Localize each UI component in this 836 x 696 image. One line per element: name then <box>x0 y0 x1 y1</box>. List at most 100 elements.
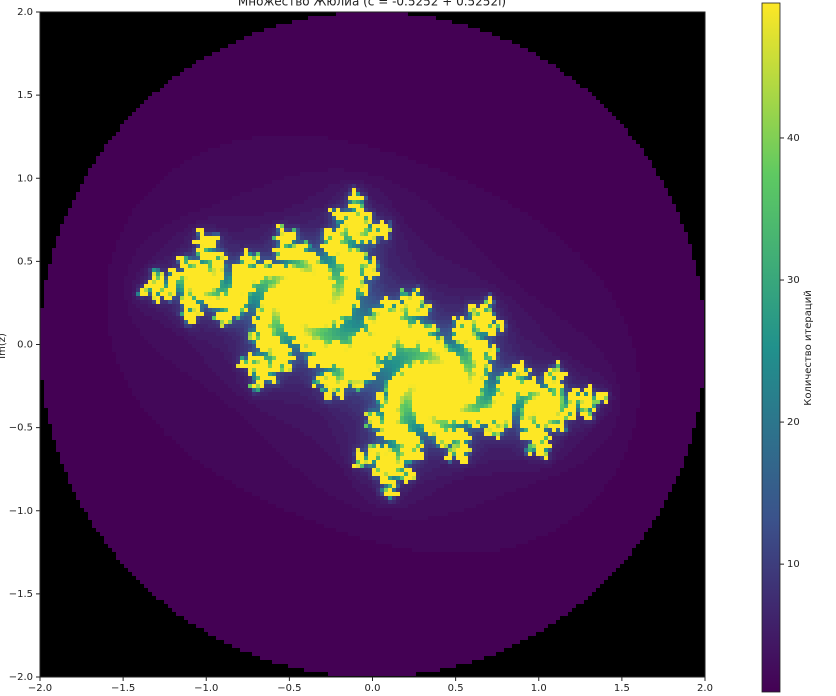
pixel <box>392 448 396 452</box>
pixel <box>344 500 368 504</box>
pixel <box>208 308 212 312</box>
pixel <box>444 440 452 444</box>
pixel <box>608 480 676 484</box>
pixel <box>152 416 244 420</box>
pixel <box>316 248 320 252</box>
pixel <box>156 272 160 276</box>
pixel <box>548 476 612 480</box>
pixel <box>312 240 316 244</box>
pixel <box>216 472 304 476</box>
pixel <box>404 372 468 376</box>
pixel <box>536 448 544 452</box>
pixel <box>280 452 328 456</box>
pixel <box>260 316 272 320</box>
pixel <box>512 316 532 320</box>
pixel <box>220 288 224 292</box>
pixel <box>308 360 376 364</box>
pixel <box>524 336 548 340</box>
pixel <box>140 300 148 304</box>
pixel <box>528 400 560 404</box>
pixel <box>564 432 568 436</box>
pixel <box>472 404 476 408</box>
pixel <box>48 420 156 424</box>
pixel <box>252 360 256 364</box>
pixel <box>88 512 296 516</box>
pixel <box>548 460 552 464</box>
pixel <box>296 368 308 372</box>
pixel <box>260 252 272 256</box>
pixel <box>516 416 520 420</box>
pixel <box>616 376 640 380</box>
pixel <box>376 388 380 392</box>
pixel <box>240 340 244 344</box>
pixel <box>256 428 300 432</box>
pixel <box>180 248 188 252</box>
pixel <box>316 244 320 248</box>
pixel <box>340 284 344 288</box>
pixel <box>376 496 380 500</box>
pixel <box>416 500 484 504</box>
pixel <box>268 380 272 384</box>
pixel <box>448 460 452 464</box>
pixel <box>536 416 564 420</box>
pixel <box>520 208 676 212</box>
pixel <box>108 140 232 144</box>
pixel <box>356 384 364 388</box>
pixel <box>252 384 256 388</box>
pixel <box>44 392 132 396</box>
pixel <box>104 148 208 152</box>
pixel <box>620 460 684 464</box>
pixel <box>496 436 500 440</box>
pixel <box>316 400 320 404</box>
pixel <box>556 388 560 392</box>
pixel <box>216 312 240 316</box>
pixel <box>456 320 472 324</box>
pixel <box>380 296 384 300</box>
pixel <box>632 344 704 348</box>
pixel <box>376 464 404 468</box>
pixel <box>136 304 148 308</box>
pixel <box>160 248 176 252</box>
pixel <box>228 308 240 312</box>
pixel <box>568 388 572 392</box>
pixel <box>556 432 560 436</box>
pixel <box>296 264 300 268</box>
pixel <box>328 260 332 264</box>
pixel <box>520 440 524 444</box>
pixel <box>304 360 308 364</box>
pixel <box>428 460 440 464</box>
pixel <box>612 396 616 400</box>
pixel <box>220 308 224 312</box>
pixel <box>64 216 128 220</box>
pixel <box>488 392 492 396</box>
pixel <box>188 620 556 624</box>
pixel <box>456 444 460 448</box>
pixel <box>240 348 244 352</box>
pixel <box>444 340 448 344</box>
pixel <box>324 448 340 452</box>
pixel <box>164 324 176 328</box>
pixel <box>264 284 268 288</box>
pixel <box>368 304 372 308</box>
pixel <box>388 388 408 392</box>
pixel <box>280 232 284 236</box>
pixel <box>360 448 364 452</box>
pixel <box>512 204 676 208</box>
pixel <box>284 376 288 380</box>
pixel <box>308 328 312 332</box>
pixel <box>392 500 396 504</box>
pixel <box>488 368 492 372</box>
pixel <box>240 312 244 316</box>
pixel <box>324 328 328 332</box>
pixel <box>168 240 184 244</box>
pixel <box>356 244 360 248</box>
pixel <box>164 224 188 228</box>
pixel <box>476 312 480 316</box>
pixel <box>476 272 504 276</box>
pixel <box>252 368 256 372</box>
pixel <box>212 368 232 372</box>
pixel <box>372 296 376 300</box>
pixel <box>180 320 184 324</box>
pixel <box>332 224 336 228</box>
pixel <box>368 208 372 212</box>
